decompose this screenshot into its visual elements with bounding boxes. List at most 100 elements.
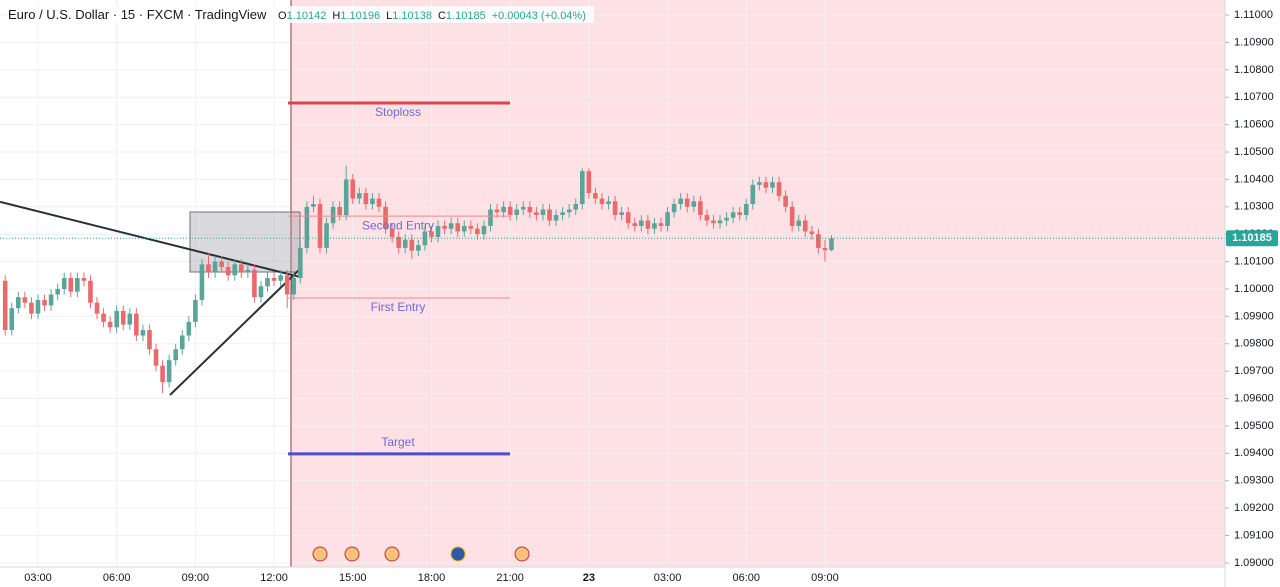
candle-body <box>639 220 644 226</box>
candle-body <box>645 220 651 229</box>
candle-body <box>81 278 87 281</box>
y-tick-label: 1.09200 <box>1234 502 1274 514</box>
candle-body <box>494 209 500 213</box>
y-tick-label: 1.09400 <box>1234 447 1274 459</box>
candle-body <box>416 245 421 251</box>
candle-body <box>107 321 113 328</box>
candle-body <box>2 280 8 331</box>
y-tick-label: 1.10400 <box>1234 173 1274 185</box>
grid <box>0 0 1225 567</box>
candle-body <box>179 335 185 350</box>
candle-body <box>757 182 762 185</box>
candle-body <box>422 231 428 246</box>
candle-body <box>783 195 788 207</box>
candle-body <box>114 310 119 328</box>
candle-body <box>580 171 585 205</box>
candle-body <box>501 206 506 213</box>
candle-body <box>193 299 198 322</box>
level-label: First Entry <box>371 300 426 314</box>
y-tick-label: 1.09100 <box>1234 529 1274 541</box>
candle-body <box>599 198 605 205</box>
ohlc-value: 1.10138 <box>392 10 432 22</box>
candle-body <box>101 313 106 322</box>
x-tick-label: 06:00 <box>103 572 131 584</box>
candle-body <box>42 299 47 306</box>
candle-body <box>507 206 513 216</box>
candle-body <box>612 201 618 216</box>
candle-body <box>363 193 369 205</box>
candle-body <box>750 184 756 205</box>
y-tick-label: 1.10000 <box>1234 283 1274 295</box>
candle-body <box>737 212 742 216</box>
candle-body <box>547 209 552 221</box>
candle-body <box>357 193 362 199</box>
candle-body <box>212 261 218 273</box>
symbol-title: Euro / U.S. Dollar · 15 · FXCM · Trading… <box>8 7 267 22</box>
candle-body <box>396 236 401 248</box>
y-tick-label: 1.10700 <box>1234 91 1274 103</box>
candle-body <box>698 201 703 216</box>
candle-body <box>816 234 821 248</box>
candle-body <box>186 321 192 336</box>
event-icon[interactable] <box>450 546 466 562</box>
candle-body <box>140 330 146 336</box>
candle-body <box>652 223 657 229</box>
candle-body <box>743 204 749 216</box>
candle-body <box>448 223 454 229</box>
candle-body <box>520 206 526 210</box>
candle-body <box>127 313 133 325</box>
event-icon[interactable] <box>514 546 530 562</box>
candle-body <box>684 198 690 207</box>
x-tick-label: 03:00 <box>654 572 682 584</box>
y-tick-label: 1.11000 <box>1234 9 1273 21</box>
ohlc-value: 1.10196 <box>340 10 381 22</box>
candle-body <box>153 349 159 366</box>
candle-body <box>468 225 474 229</box>
candle-body <box>9 308 15 331</box>
shaded-range <box>291 0 1225 567</box>
candle-body <box>370 198 375 205</box>
candle-body <box>48 294 54 306</box>
candle-body <box>435 225 441 237</box>
candle-body <box>691 201 697 207</box>
candle-body <box>16 297 21 309</box>
candle-body <box>206 264 211 273</box>
candle-body <box>632 223 638 226</box>
candle-body <box>343 179 349 216</box>
event-icons <box>312 546 530 562</box>
ohlc-key: C <box>437 10 446 22</box>
candle-body <box>147 330 152 350</box>
candle-body <box>455 223 461 232</box>
candle-body <box>166 360 172 383</box>
legend-header: Euro / U.S. Dollar · 15 · FXCM · Trading… <box>6 6 594 23</box>
y-tick-label: 1.09600 <box>1234 392 1274 404</box>
level-label: Target <box>381 435 415 449</box>
candle-body <box>350 179 356 199</box>
candle-body <box>199 264 205 300</box>
event-icon[interactable] <box>312 546 328 562</box>
candle-body <box>94 302 100 314</box>
trendline <box>0 200 301 278</box>
candle-body <box>711 220 716 224</box>
candle-body <box>776 182 782 196</box>
candle-body <box>245 269 251 273</box>
candle-body <box>298 247 303 279</box>
candle-body <box>120 310 126 325</box>
event-icon[interactable] <box>384 546 400 562</box>
y-tick-label: 1.10800 <box>1234 64 1274 76</box>
candle-body <box>160 365 165 383</box>
candle-body <box>573 204 579 210</box>
y-tick-label: 1.10900 <box>1234 36 1274 48</box>
candle-body <box>461 225 467 232</box>
x-tick-label: 09:00 <box>811 572 839 584</box>
candle-body <box>219 261 224 268</box>
y-tick-label: 1.10300 <box>1234 201 1274 213</box>
ohlc-value: 1.10142 <box>286 10 327 22</box>
candle-body <box>409 239 415 251</box>
y-tick-label: 1.10600 <box>1234 119 1274 131</box>
ohlc-key: O <box>278 10 287 22</box>
y-tick-label: 1.09300 <box>1234 475 1274 487</box>
event-icon[interactable] <box>344 546 360 562</box>
y-tick-label: 1.10100 <box>1234 255 1274 267</box>
